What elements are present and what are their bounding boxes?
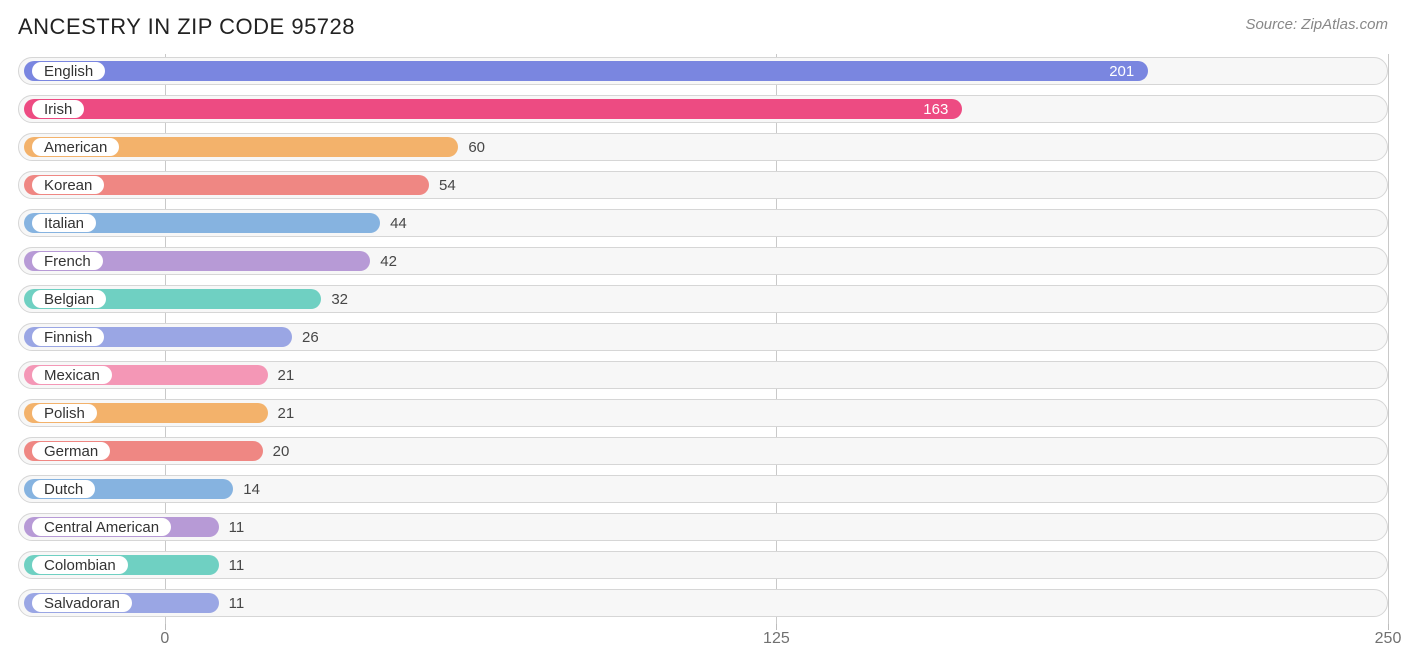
- axis-tick-label: 250: [1375, 630, 1402, 648]
- bar-row: Dutch 14: [18, 472, 1388, 506]
- bar-value: 26: [302, 320, 319, 354]
- bar-label-pill: English: [32, 62, 105, 80]
- chart-rows: English 201 Irish 163 American 60 Korean 54 Ital…: [18, 54, 1388, 620]
- bar-value: 20: [273, 434, 290, 468]
- bar-label-pill: Italian: [32, 214, 96, 232]
- bar-label-pill: American: [32, 138, 119, 156]
- gridline: [1388, 54, 1389, 624]
- bar-value: 42: [380, 244, 397, 278]
- bar-label-pill: Korean: [32, 176, 104, 194]
- bar-value: 11: [229, 586, 245, 620]
- bar-row: American 60: [18, 130, 1388, 164]
- bar-value: 11: [229, 548, 245, 582]
- bar-row: German 20: [18, 434, 1388, 468]
- bar-track: [18, 513, 1388, 541]
- bar-label-pill: Irish: [32, 100, 84, 118]
- bar-row: Colombian 11: [18, 548, 1388, 582]
- bar-row: French 42: [18, 244, 1388, 278]
- bar-label-pill: Finnish: [32, 328, 104, 346]
- bar-value: 201: [1109, 54, 1134, 88]
- bar-label-pill: French: [32, 252, 103, 270]
- chart-source: Source: ZipAtlas.com: [1245, 16, 1388, 33]
- bar-track: [18, 589, 1388, 617]
- bar-label-pill: German: [32, 442, 110, 460]
- chart-header: ANCESTRY IN ZIP CODE 95728 Source: ZipAt…: [18, 14, 1388, 40]
- bar-row: Mexican 21: [18, 358, 1388, 392]
- bar-value: 44: [390, 206, 407, 240]
- bar-label-pill: Dutch: [32, 480, 95, 498]
- bar-value: 60: [468, 130, 485, 164]
- axis-tick-label: 125: [763, 630, 790, 648]
- bar: [24, 99, 962, 119]
- ancestry-chart: ANCESTRY IN ZIP CODE 95728 Source: ZipAt…: [0, 0, 1406, 662]
- bar-row: Salvadoran 11: [18, 586, 1388, 620]
- bar-row: English 201: [18, 54, 1388, 88]
- bar-label-pill: Belgian: [32, 290, 106, 308]
- bar-row: Italian 44: [18, 206, 1388, 240]
- bar-label-pill: Colombian: [32, 556, 128, 574]
- bar-track: [18, 551, 1388, 579]
- bar-value: 14: [243, 472, 260, 506]
- bar-label-pill: Polish: [32, 404, 97, 422]
- bar-row: Korean 54: [18, 168, 1388, 202]
- bar-row: Irish 163: [18, 92, 1388, 126]
- x-axis: 0125250: [18, 624, 1388, 652]
- bar-row: Belgian 32: [18, 282, 1388, 316]
- bar-value: 21: [278, 358, 295, 392]
- bar-value: 54: [439, 168, 456, 202]
- bar-row: Central American 11: [18, 510, 1388, 544]
- bar-value: 163: [923, 92, 948, 126]
- bar-label-pill: Salvadoran: [32, 594, 132, 612]
- bar-label-pill: Mexican: [32, 366, 112, 384]
- bar-value: 32: [331, 282, 348, 316]
- bar-row: Finnish 26: [18, 320, 1388, 354]
- bar-value: 21: [278, 396, 295, 430]
- axis-tick-label: 0: [160, 630, 169, 648]
- chart-title: ANCESTRY IN ZIP CODE 95728: [18, 14, 355, 40]
- bar: [24, 61, 1148, 81]
- bar-row: Polish 21: [18, 396, 1388, 430]
- bar-label-pill: Central American: [32, 518, 171, 536]
- chart-plot: English 201 Irish 163 American 60 Korean 54 Ital…: [18, 54, 1388, 652]
- bar-value: 11: [229, 510, 245, 544]
